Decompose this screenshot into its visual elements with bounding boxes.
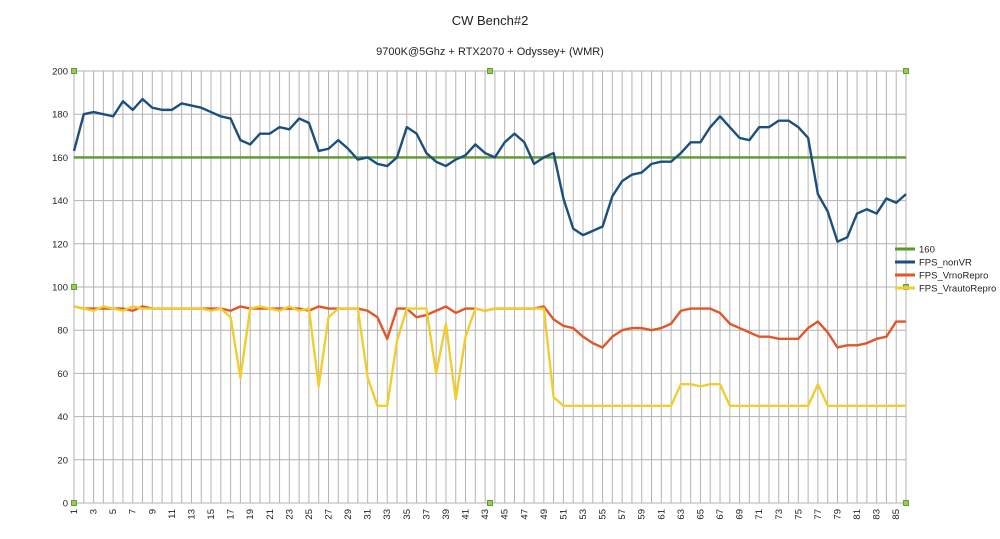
x-tick-label: 19 <box>245 509 256 520</box>
x-tick-label: 21 <box>265 509 276 520</box>
x-tick-label: 3 <box>89 509 100 514</box>
selection-handle <box>72 285 77 290</box>
x-tick-label: 45 <box>500 509 511 520</box>
legend-label: FPS_nonVR <box>919 258 972 269</box>
x-tick-label: 17 <box>226 509 237 520</box>
x-tick-label: 37 <box>421 509 432 520</box>
legend-label: 160 <box>919 245 935 256</box>
y-tick-label: 0 <box>63 499 68 510</box>
series-line-fps-nonvr <box>74 99 906 242</box>
x-tick-label: 23 <box>284 509 295 520</box>
x-tick-label: 5 <box>108 509 119 514</box>
x-tick-label: 39 <box>441 509 452 520</box>
y-tick-label: 120 <box>52 239 68 250</box>
x-tick-label: 15 <box>206 509 217 520</box>
x-tick-label: 71 <box>754 509 765 520</box>
x-tick-label: 83 <box>872 509 883 520</box>
selection-handle <box>488 69 493 74</box>
selection-handle <box>904 69 909 74</box>
x-tick-label: 29 <box>343 509 354 520</box>
x-tick-label: 77 <box>813 509 824 520</box>
legend-label: FPS_VrautoRepro <box>919 284 996 295</box>
x-tick-label: 35 <box>402 509 413 520</box>
x-tick-label: 43 <box>480 509 491 520</box>
series-line-fps-vrautorepro <box>74 306 906 405</box>
x-tick-label: 1 <box>69 509 80 514</box>
selection-handle <box>904 501 909 506</box>
y-tick-label: 140 <box>52 196 68 207</box>
chart: CW Bench#2 9700K@5Ghz + RTX2070 + Odysse… <box>0 0 1000 539</box>
chart-subtitle: 9700K@5Ghz + RTX2070 + Odyssey+ (WMR) <box>376 46 604 58</box>
y-tick-label: 40 <box>57 412 68 423</box>
x-tick-label: 9 <box>147 509 158 514</box>
x-tick-label: 7 <box>128 509 139 514</box>
y-tick-label: 60 <box>57 369 68 380</box>
legend: 160 FPS_nonVR FPS_VrnoRepro FPS_VrautoRepro <box>895 245 996 295</box>
x-tick-label: 57 <box>617 509 628 520</box>
x-tick-label: 49 <box>539 509 550 520</box>
x-tick-label: 79 <box>832 509 843 520</box>
y-tick-label: 180 <box>52 110 68 121</box>
chart-title: CW Bench#2 <box>452 13 529 28</box>
series-line-fps-vrnorepro <box>74 306 906 347</box>
selection-handle <box>72 501 77 506</box>
x-tick-label: 13 <box>186 509 197 520</box>
y-tick-label: 80 <box>57 326 68 337</box>
x-tick-label: 73 <box>774 509 785 520</box>
x-tick-label: 85 <box>891 509 902 520</box>
series-lines <box>74 99 906 406</box>
x-tick-label: 55 <box>598 509 609 520</box>
x-tick-label: 47 <box>519 509 530 520</box>
x-tick-label: 25 <box>304 509 315 520</box>
legend-label: FPS_VrnoRepro <box>919 271 988 282</box>
y-tick-label: 20 <box>57 455 68 466</box>
x-tick-label: 67 <box>715 509 726 520</box>
x-tick-label: 61 <box>656 509 667 520</box>
x-tick-label: 69 <box>735 509 746 520</box>
selection-handle <box>488 501 493 506</box>
grid <box>74 71 906 503</box>
selection-handle <box>72 69 77 74</box>
x-tick-label: 59 <box>637 509 648 520</box>
x-tick-label: 11 <box>167 509 178 519</box>
y-tick-label: 200 <box>52 67 68 78</box>
x-tick-label: 33 <box>382 509 393 520</box>
y-tick-label: 100 <box>52 283 68 294</box>
x-tick-label: 81 <box>852 509 863 520</box>
x-tick-label: 27 <box>323 509 334 520</box>
x-tick-label: 53 <box>578 509 589 520</box>
x-tick-label: 75 <box>793 509 804 520</box>
x-tick-label: 41 <box>461 509 472 520</box>
x-tick-label: 31 <box>363 509 374 520</box>
x-tick-label: 65 <box>695 509 706 520</box>
x-tick-label: 63 <box>676 509 687 520</box>
y-tick-label: 160 <box>52 153 68 164</box>
x-tick-label: 51 <box>558 509 569 520</box>
